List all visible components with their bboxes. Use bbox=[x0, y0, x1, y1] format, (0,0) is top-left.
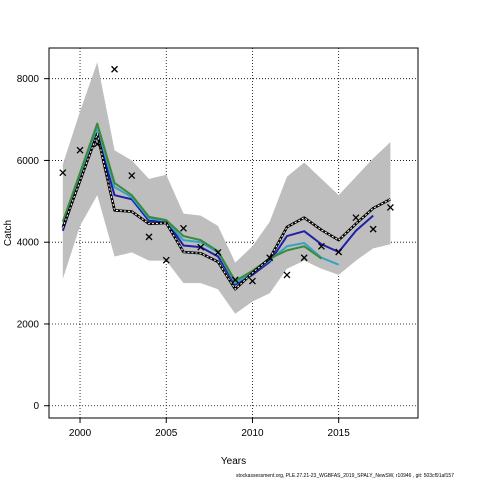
y-axis-title: Catch bbox=[3, 220, 14, 246]
series-line-3 bbox=[61, 122, 323, 283]
observation-stroke bbox=[76, 146, 84, 154]
observation-point bbox=[111, 65, 118, 73]
series-lines bbox=[61, 122, 392, 291]
series-line-1 bbox=[61, 132, 374, 286]
observation-points bbox=[59, 65, 394, 285]
observation-stroke bbox=[249, 277, 256, 285]
x-tick-label: 2000 bbox=[69, 428, 92, 439]
observation-point bbox=[249, 277, 256, 285]
observation-stroke bbox=[145, 233, 153, 241]
observation-stroke bbox=[300, 254, 308, 262]
plot-frame bbox=[48, 47, 419, 419]
y-tick-label: 4000 bbox=[17, 238, 40, 249]
observation-point bbox=[197, 243, 205, 251]
observation-point bbox=[386, 203, 394, 211]
observation-point bbox=[180, 224, 187, 232]
observation-stroke bbox=[214, 248, 222, 256]
observation-point bbox=[352, 214, 360, 222]
observation-stroke bbox=[231, 276, 239, 284]
observation-point bbox=[369, 225, 377, 233]
observation-point bbox=[128, 172, 136, 180]
x-tick-label: 2015 bbox=[328, 428, 351, 439]
observation-stroke bbox=[352, 214, 360, 222]
observation-stroke bbox=[162, 256, 170, 264]
observation-point bbox=[59, 169, 67, 177]
y-tick-label: 6000 bbox=[17, 156, 40, 167]
observation-stroke bbox=[59, 169, 67, 177]
series-line-0-dash bbox=[62, 132, 391, 290]
observation-point bbox=[317, 242, 325, 250]
observation-point bbox=[76, 146, 84, 154]
observation-stroke bbox=[266, 254, 274, 262]
observation-stroke bbox=[93, 140, 101, 148]
observation-stroke bbox=[369, 225, 377, 233]
observation-point bbox=[93, 140, 101, 148]
observation-point bbox=[300, 254, 308, 262]
x-tick-label: 2010 bbox=[241, 428, 264, 439]
observation-stroke bbox=[317, 242, 325, 250]
y-tick-label: 8000 bbox=[17, 74, 40, 85]
y-tick-label: 2000 bbox=[17, 319, 40, 330]
observation-stroke bbox=[335, 248, 343, 256]
footer-credit: stockassessment.org, PLE.27.21-23_WGBFAS… bbox=[236, 473, 454, 479]
observation-stroke bbox=[386, 203, 394, 211]
observation-point bbox=[283, 271, 291, 279]
axis-ticks: 2000 2005 2010 2015 0 2000 4000 6000 8000 bbox=[17, 74, 350, 439]
series-line-2 bbox=[61, 126, 340, 285]
observation-point bbox=[335, 248, 343, 256]
x-tick-label: 2005 bbox=[155, 428, 178, 439]
observation-point bbox=[145, 233, 153, 241]
y-tick-label: 0 bbox=[33, 401, 39, 412]
observation-stroke bbox=[180, 224, 187, 232]
observation-stroke bbox=[111, 65, 118, 73]
observation-point bbox=[162, 256, 170, 264]
observation-point bbox=[231, 276, 239, 284]
observation-stroke bbox=[197, 243, 205, 251]
observation-stroke bbox=[283, 271, 291, 279]
x-axis-title: Years bbox=[221, 456, 246, 467]
confidence-band bbox=[62, 62, 391, 314]
band-area bbox=[62, 62, 391, 314]
observation-point bbox=[266, 254, 274, 262]
observation-stroke bbox=[128, 172, 136, 180]
observation-point bbox=[214, 248, 222, 256]
